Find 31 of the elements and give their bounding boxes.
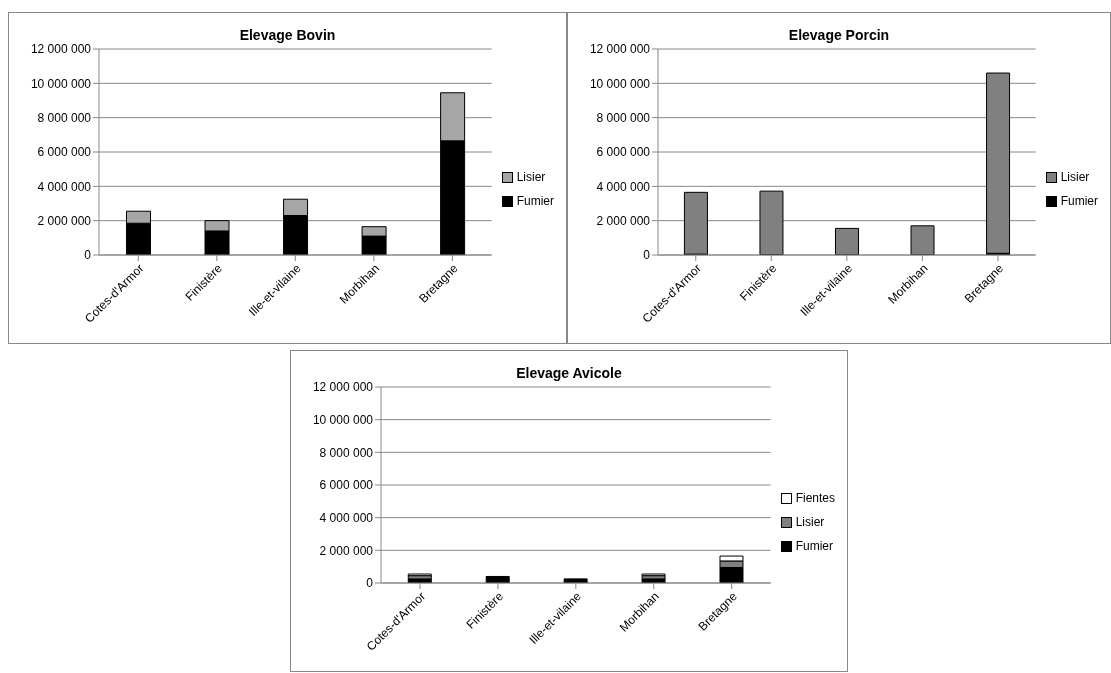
y-tick-label: 8 000 000 xyxy=(37,110,92,125)
y-tick-label: 8 000 000 xyxy=(319,445,374,460)
y-tick-label: 6 000 000 xyxy=(596,145,651,160)
legend-label: Fumier xyxy=(795,539,833,553)
y-tick-label: 0 xyxy=(366,576,374,591)
legend-label: Lisier xyxy=(516,170,546,184)
y-tick-label: 10 000 000 xyxy=(30,76,92,91)
legend-label: Lisier xyxy=(1060,170,1090,184)
y-tick-label: 8 000 000 xyxy=(596,110,651,125)
y-tick-label: 12 000 000 xyxy=(589,42,651,57)
y-tick-label: 12 000 000 xyxy=(312,380,374,395)
y-tick-label: 10 000 000 xyxy=(312,412,374,427)
y-tick-label: 2 000 000 xyxy=(596,213,651,228)
y-tick-label: 6 000 000 xyxy=(37,145,92,160)
chart-title: Elevage Avicole xyxy=(515,365,623,381)
y-tick-label: 2 000 000 xyxy=(319,543,374,558)
legend-label: Lisier xyxy=(795,515,825,529)
chart-title: Elevage Porcin xyxy=(787,27,891,43)
y-tick-label: 4 000 000 xyxy=(596,179,651,194)
y-tick-label: 4 000 000 xyxy=(37,179,92,194)
y-tick-label: 2 000 000 xyxy=(37,213,92,228)
legend-label: Fientes xyxy=(795,491,835,505)
chart-title: Elevage Bovin xyxy=(238,27,337,43)
y-tick-label: 12 000 000 xyxy=(30,42,92,57)
legend-label: Fumier xyxy=(516,194,554,208)
y-tick-label: 0 xyxy=(643,248,651,263)
legend-label: Fumier xyxy=(1060,194,1098,208)
y-tick-label: 10 000 000 xyxy=(589,76,651,91)
y-tick-label: 4 000 000 xyxy=(319,510,374,525)
y-tick-label: 6 000 000 xyxy=(319,478,374,493)
y-tick-label: 0 xyxy=(84,248,92,263)
